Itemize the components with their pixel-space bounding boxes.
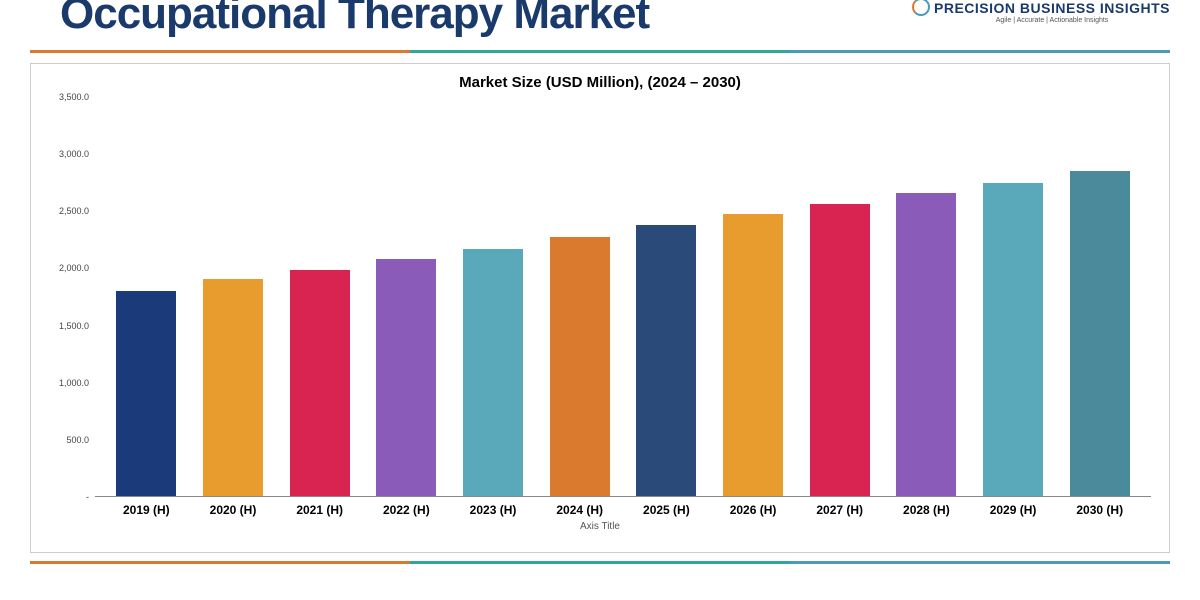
y-tick-label: 3,500.0 [59,92,89,102]
x-tick-label: 2024 (H) [536,503,623,517]
x-tick-label: 2025 (H) [623,503,710,517]
divider-segment [30,561,410,564]
x-tick-label: 2021 (H) [276,503,363,517]
bar-slot [623,97,710,496]
logo-icon [912,0,930,16]
logo-tagline: Agile | Accurate | Actionable Insights [934,17,1170,24]
x-tick-label: 2022 (H) [363,503,450,517]
bars-region [95,97,1151,497]
y-tick-label: 3,000.0 [59,149,89,159]
bar [1070,171,1130,496]
bar [203,279,263,496]
divider-segment [410,561,790,564]
y-tick-label: - [86,492,89,502]
y-tick-label: 1,500.0 [59,321,89,331]
chart-container: Market Size (USD Million), (2024 – 2030)… [30,63,1170,553]
logo: PRECISION BUSINESS INSIGHTS Agile | Accu… [934,0,1170,24]
bar-slot [970,97,1057,496]
bar-slot [883,97,970,496]
bar [116,291,176,496]
x-tick-label: 2019 (H) [103,503,190,517]
logo-title: PRECISION BUSINESS INSIGHTS [934,0,1170,16]
header: Occupational Therapy Market PRECISION BU… [0,0,1200,50]
bar-slot [710,97,797,496]
chart-title: Market Size (USD Million), (2024 – 2030) [49,74,1151,91]
x-tick-label: 2026 (H) [710,503,797,517]
divider-segment [790,561,1170,564]
bar-slot [536,97,623,496]
plot-area: -500.01,000.01,500.02,000.02,500.03,000.… [49,97,1151,497]
axis-title: Axis Title [49,521,1151,532]
y-tick-label: 2,000.0 [59,263,89,273]
bar [376,259,436,496]
x-tick-label: 2027 (H) [796,503,883,517]
bar-slot [796,97,883,496]
bar [983,183,1043,497]
x-tick-label: 2029 (H) [970,503,1057,517]
x-tick-label: 2030 (H) [1056,503,1143,517]
x-tick-label: 2020 (H) [190,503,277,517]
divider-segment [790,50,1170,53]
page-title: Occupational Therapy Market [60,0,649,36]
bar [723,214,783,496]
y-tick-label: 500.0 [66,435,89,445]
divider-segment [30,50,410,53]
bar-slot [1056,97,1143,496]
x-tick-label: 2023 (H) [450,503,537,517]
divider-segment [410,50,790,53]
bar-slot [276,97,363,496]
bottom-divider [30,561,1170,564]
bar-slot [103,97,190,496]
x-axis: 2019 (H)2020 (H)2021 (H)2022 (H)2023 (H)… [95,497,1151,517]
top-divider [30,50,1170,53]
bar-slot [190,97,277,496]
x-tick-label: 2028 (H) [883,503,970,517]
bar [550,237,610,496]
bar [896,193,956,496]
bar [290,270,350,496]
y-tick-label: 1,000.0 [59,378,89,388]
y-axis: -500.01,000.01,500.02,000.02,500.03,000.… [49,97,95,497]
bar [636,225,696,496]
y-tick-label: 2,500.0 [59,206,89,216]
bar-slot [363,97,450,496]
bar [463,249,523,496]
bar-slot [450,97,537,496]
bar [810,204,870,496]
